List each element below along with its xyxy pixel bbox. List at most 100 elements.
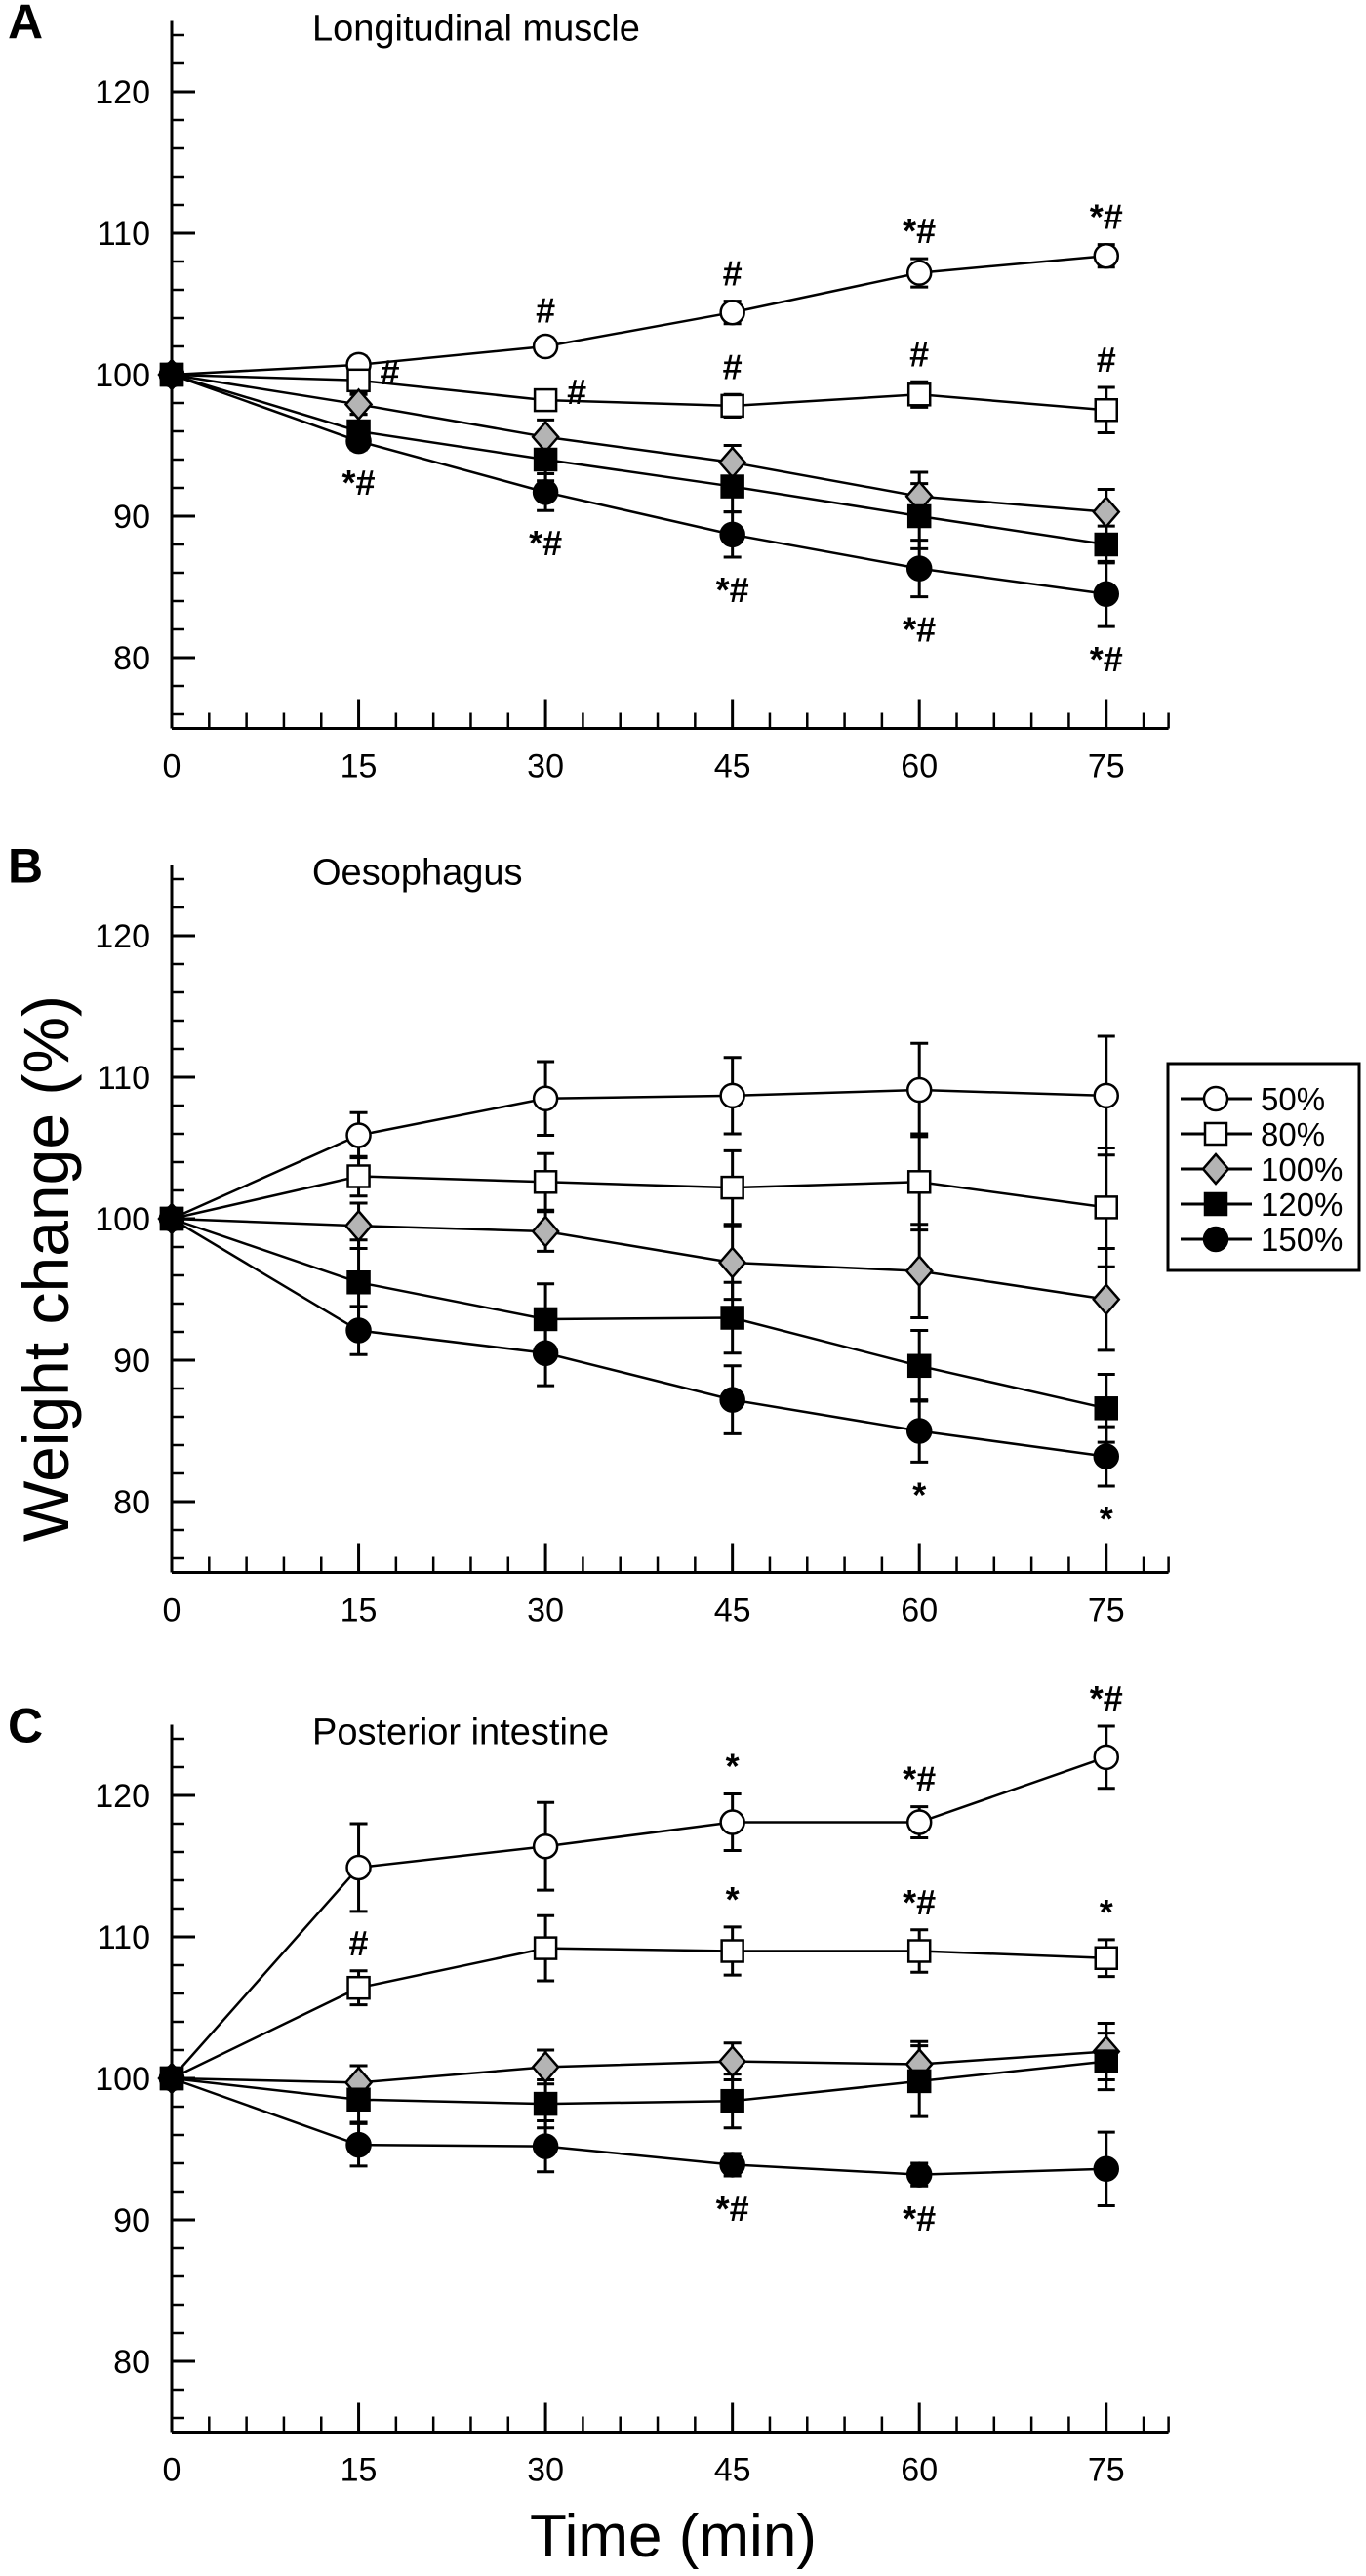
y-tick-label: 90 (113, 499, 150, 536)
legend-label: 150% (1261, 1222, 1343, 1258)
data-point-120pct (1094, 2049, 1118, 2073)
significance-annotation: *# (903, 1882, 936, 1922)
legend-entry: 100% (1181, 1151, 1343, 1187)
panel-letter: A (8, 0, 43, 50)
data-point-50pct (532, 1832, 559, 1860)
significance-annotation: # (909, 334, 929, 374)
x-tick-label: 45 (714, 2452, 751, 2489)
data-point-120pct (1094, 532, 1118, 557)
x-tick-label: 45 (714, 1592, 751, 1630)
data-point-50pct (719, 299, 745, 326)
legend-entry: 150% (1181, 1222, 1343, 1258)
data-point-50pct (905, 1076, 933, 1104)
data-point-150pct (1093, 1443, 1119, 1469)
data-point-150pct (905, 555, 933, 582)
data-point-80pct (906, 1170, 932, 1194)
significance-annotation: *# (716, 2189, 749, 2229)
data-point-120pct (906, 2069, 932, 2094)
data-point-50pct (532, 333, 559, 360)
x-tick-label: 75 (1088, 2452, 1125, 2489)
data-point-50pct (905, 1809, 933, 1835)
data-point-50pct (1093, 1744, 1119, 1771)
data-point-120pct (533, 1307, 558, 1332)
data-point-120pct (533, 447, 558, 472)
legend-marker (1202, 1085, 1229, 1112)
panel-letter: C (8, 1699, 43, 1753)
data-point-150pct (1093, 2155, 1119, 2183)
significance-annotation: *# (903, 610, 936, 650)
data-point-80pct (346, 1164, 371, 1188)
data-point-80pct (1094, 1195, 1118, 1220)
significance-annotation: *# (903, 211, 936, 251)
panel-b: B Oesophagus 80 90 100 110 120 0 15 30 45 60 75 * * (8, 839, 1170, 1630)
significance-annotation: # (567, 372, 586, 412)
data-point-150pct (1093, 581, 1119, 607)
y-tick-label: 100 (95, 357, 150, 394)
legend-marker (1202, 1226, 1229, 1253)
data-point-50pct (345, 1854, 372, 1881)
data-point-150pct (905, 1418, 933, 1444)
significance-annotation: *# (1090, 197, 1123, 237)
data-point-80pct (346, 1975, 371, 2000)
data-point-150pct (532, 1340, 559, 1366)
x-tick-label: 0 (163, 2452, 181, 2489)
data-point-150pct (719, 2152, 745, 2178)
significance-annotation: # (723, 254, 743, 294)
data-point-120pct (720, 1306, 744, 1330)
data-point-100pct (904, 1254, 934, 1288)
y-tick-label: 80 (113, 1484, 150, 1521)
legend-label: 120% (1261, 1187, 1343, 1223)
data-point-150pct (345, 1317, 372, 1344)
series-line-120pct (171, 373, 1106, 546)
data-point-80pct (533, 1170, 558, 1194)
x-tick-label: 15 (341, 748, 378, 785)
y-tick-label: 90 (113, 1343, 150, 1380)
y-tick-label: 110 (98, 216, 150, 253)
data-point-150pct (345, 2131, 372, 2158)
data-point-150pct (905, 2161, 933, 2188)
data-point-50pct (905, 260, 933, 286)
significance-annotation: *# (1090, 639, 1123, 679)
data-point-120pct (346, 1270, 371, 1295)
data-point-150pct (719, 1387, 745, 1413)
panel-title: Oesophagus (312, 853, 523, 894)
series-line-80pct (171, 1947, 1106, 2080)
series-line-150pct (171, 373, 1106, 595)
significance-annotation: # (381, 352, 400, 392)
x-tick-label: 30 (527, 748, 564, 785)
panel-letter: B (8, 839, 43, 894)
data-point-100pct (717, 445, 747, 479)
x-tick-label: 0 (163, 748, 181, 785)
data-point-100pct (531, 420, 560, 454)
data-point-100pct (531, 2050, 560, 2084)
significance-annotation: *# (903, 2198, 936, 2238)
significance-annotation: # (1097, 340, 1116, 380)
significance-annotation: *# (716, 570, 749, 610)
data-point-50pct (719, 1082, 745, 1109)
y-tick-label: 80 (113, 640, 150, 677)
legend: 50%80%100%120%150% (1166, 1062, 1361, 1272)
data-point-150pct (719, 521, 745, 548)
data-point-50pct (1093, 1082, 1119, 1109)
legend-marker (1203, 1121, 1228, 1147)
x-tick-label: 60 (901, 2452, 938, 2489)
data-point-120pct (906, 1353, 932, 1379)
series-line-50pct (171, 254, 1106, 377)
data-point-80pct (346, 368, 371, 393)
panel-title: Posterior intestine (312, 1712, 609, 1753)
legend-marker (1203, 1191, 1228, 1217)
legend-entry: 50% (1181, 1081, 1325, 1117)
x-tick-label: 30 (527, 2452, 564, 2489)
significance-annotation: *# (903, 1759, 936, 1799)
significance-annotation: * (1100, 1892, 1113, 1932)
data-point-120pct (1094, 1396, 1118, 1421)
series-line-80pct (171, 1175, 1106, 1221)
x-tick-label: 30 (527, 1592, 564, 1630)
x-axis-label: Time (min) (530, 2503, 817, 2570)
data-point-100pct (717, 2044, 747, 2078)
x-tick-label: 45 (714, 748, 751, 785)
y-tick-label: 110 (98, 1919, 150, 1956)
y-axis-label: Weight change (%) (10, 995, 82, 1542)
data-point-150pct (345, 427, 372, 455)
data-point-80pct (720, 1939, 744, 1963)
